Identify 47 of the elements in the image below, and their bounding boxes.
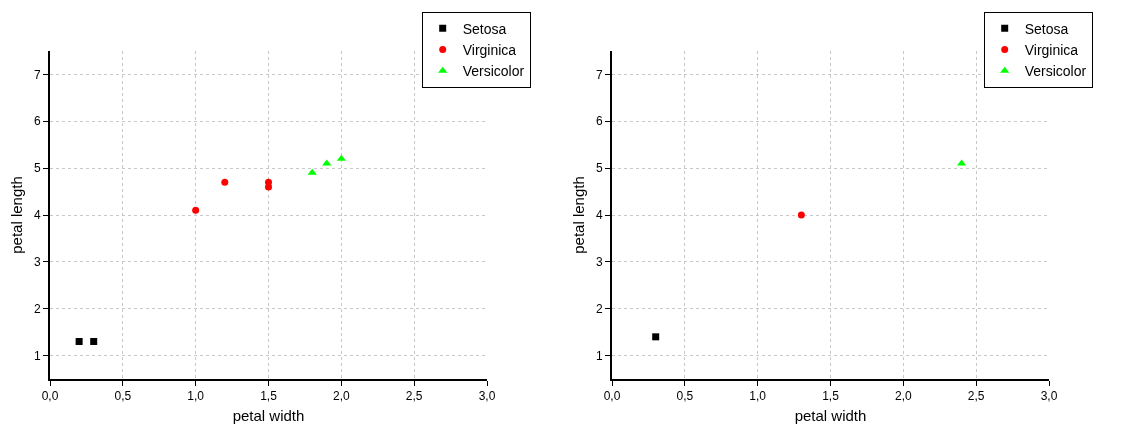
x-tick-label: 2,5: [405, 389, 423, 404]
y-tick-label: 7: [595, 67, 603, 82]
y-axis-title: petal length: [569, 176, 587, 254]
x-tick-label: 0,0: [603, 389, 621, 404]
y-axis-title: petal length: [7, 176, 25, 254]
x-tick-label: 0,0: [41, 389, 59, 404]
point: [192, 206, 200, 214]
legend-label: Setosa: [1024, 20, 1069, 37]
point: [90, 338, 98, 346]
legend-label: Virginica: [1024, 41, 1079, 58]
x-tick-label: 0,5: [114, 389, 132, 404]
point: [336, 154, 346, 161]
y-tick-label: 2: [33, 301, 41, 316]
y-tick-label: 5: [595, 161, 603, 176]
y-tick-label: 4: [33, 208, 41, 223]
y-tick-label: 6: [595, 114, 603, 129]
y-tick-label: 1: [33, 348, 41, 363]
y-tick-label: 7: [33, 67, 41, 82]
x-tick-label: 3,0: [1040, 389, 1058, 404]
point: [307, 168, 317, 175]
y-tick-label: 2: [595, 301, 603, 316]
x-tick-label: 1,0: [187, 389, 205, 404]
point: [652, 333, 660, 341]
point: [221, 178, 229, 186]
y-tick-label: 6: [33, 114, 41, 129]
x-tick-label: 3,0: [478, 389, 496, 404]
legend-label: Versicolor: [1024, 63, 1087, 80]
x-tick-label: 2,0: [894, 389, 912, 404]
point: [75, 338, 83, 346]
legend-label: Versicolor: [462, 63, 525, 80]
y-tick-label: 4: [595, 208, 603, 223]
x-tick-label: 0,5: [676, 389, 694, 404]
y-tick-label: 3: [595, 255, 603, 270]
y-tick-label: 5: [33, 161, 41, 176]
x-axis-title: petal width: [794, 406, 867, 424]
point: [797, 211, 805, 219]
x-axis-title: petal width: [232, 406, 305, 424]
x-tick-label: 1,5: [822, 389, 840, 404]
legend-label: Setosa: [462, 20, 507, 37]
x-tick-label: 2,5: [967, 389, 985, 404]
x-tick-label: 1,0: [749, 389, 767, 404]
legend-label: Virginica: [462, 41, 517, 58]
y-tick-label: 3: [33, 255, 41, 270]
y-tick-label: 1: [595, 348, 603, 363]
x-tick-label: 2,0: [332, 389, 350, 404]
x-tick-label: 1,5: [260, 389, 278, 404]
point: [265, 183, 272, 191]
